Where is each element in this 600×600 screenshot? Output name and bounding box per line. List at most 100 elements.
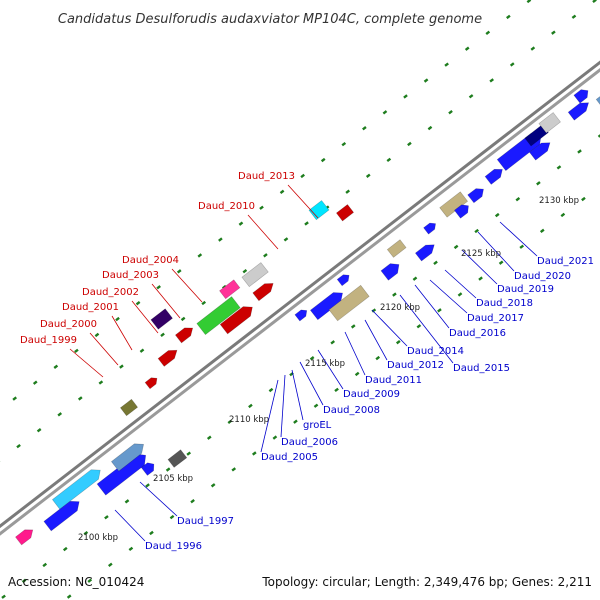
leader-line	[371, 309, 408, 347]
accession-label: Accession: NC_010424	[8, 575, 144, 589]
tick-mark	[581, 196, 586, 202]
gene-feature	[467, 188, 484, 204]
label-leader-lines	[69, 184, 538, 542]
tick-mark	[350, 324, 356, 329]
tick-mark	[354, 371, 360, 377]
leader-line	[131, 300, 159, 334]
gene-labels: Daud_1999 Daud_2000 Daud_2001 Daud_2002 Daud…	[20, 171, 594, 552]
gene-feature	[110, 443, 144, 472]
gene-feature	[252, 283, 274, 302]
tick-mark	[128, 546, 134, 552]
tick-mark	[416, 324, 422, 329]
gene-feature	[15, 529, 34, 546]
gene-feature	[219, 306, 253, 335]
gene-label-bottom: Daud_2014	[407, 346, 464, 357]
tick-mark	[334, 387, 339, 393]
gene-feature	[308, 200, 330, 221]
tick-mark	[494, 212, 500, 218]
tick-mark	[597, 134, 600, 138]
scale-label: 2105 kbp	[153, 474, 193, 484]
tick-mark	[124, 499, 130, 504]
tick-mark	[77, 396, 83, 401]
tick-mark	[283, 237, 289, 242]
gene-label-top: Daud_2003	[102, 270, 159, 281]
tick-mark	[74, 348, 79, 354]
tick-mark	[94, 332, 100, 338]
tick-mark	[206, 435, 212, 440]
tick-mark	[403, 94, 408, 99]
gene-feature	[386, 239, 407, 258]
tick-mark	[468, 94, 474, 99]
gene-label-bottom: Daud_2011	[365, 375, 422, 386]
leader-line	[260, 379, 279, 453]
gene-feature	[380, 263, 400, 281]
tick-mark	[115, 316, 120, 322]
tick-mark	[341, 141, 347, 147]
leader-line	[69, 348, 104, 378]
tick-mark	[539, 228, 545, 234]
gene-feature	[336, 274, 350, 287]
tick-mark	[478, 276, 483, 281]
tick-mark	[433, 260, 438, 265]
gene-label-bottom: Daud_2016	[449, 328, 506, 339]
gene-label-bottom: Daud_2005	[261, 452, 318, 463]
scale-labels: 2100 kbp 2105 kbp 2110 kbp 2115 kbp 2120 kbp…	[78, 196, 579, 543]
leader-line	[291, 369, 304, 421]
tick-mark	[268, 387, 274, 393]
tick-mark	[83, 530, 89, 536]
tick-mark	[251, 451, 257, 456]
tick-mark	[165, 467, 171, 472]
tick-mark	[309, 356, 315, 361]
tick-mark	[1, 594, 6, 599]
tick-mark	[108, 562, 113, 567]
tick-mark	[135, 300, 141, 306]
gene-label-bottom: Daud_2012	[387, 360, 444, 371]
backbone-line	[0, 68, 600, 536]
gene-label-top: Daud_1999	[20, 335, 77, 346]
tick-mark	[530, 46, 536, 51]
tick-mark	[437, 308, 442, 313]
tick-mark	[231, 467, 237, 472]
tick-mark	[423, 78, 429, 83]
gene-feature	[294, 309, 308, 322]
tick-mark	[448, 109, 453, 115]
tick-mark	[242, 269, 248, 274]
gene-feature	[328, 284, 370, 322]
tick-mark	[365, 173, 371, 178]
tick-mark	[427, 125, 433, 131]
tick-mark	[248, 403, 253, 409]
gene-label-bottom: Daud_1997	[177, 516, 234, 527]
tick-mark	[186, 451, 192, 456]
leader-line	[499, 221, 538, 257]
gene-feature	[140, 462, 155, 476]
scale-label: 2115 kbp	[305, 359, 345, 369]
tick-mark	[53, 364, 59, 369]
genome-backbone	[0, 60, 600, 536]
gene-feature	[51, 469, 101, 510]
leader-line	[429, 279, 468, 314]
tick-mark	[320, 157, 326, 163]
gene-feature	[196, 296, 241, 336]
gene-feature	[167, 449, 188, 468]
tick-mark	[190, 499, 195, 504]
backbone-line	[0, 60, 600, 529]
tick-mark	[42, 562, 48, 568]
gene-label-top: Daud_2000	[40, 319, 97, 330]
tick-mark	[293, 419, 298, 424]
leader-line	[299, 361, 324, 406]
gene-label-bottom: Daud_2015	[453, 363, 510, 374]
tick-mark	[304, 221, 309, 226]
tick-mark	[169, 514, 175, 520]
leader-line	[280, 374, 286, 438]
gene-label-bottom: Daud_2008	[323, 405, 380, 416]
tick-mark	[180, 316, 186, 322]
tick-mark	[498, 260, 504, 265]
tick-mark	[12, 396, 17, 401]
gene-label-bottom: groEL	[303, 420, 332, 431]
gene-label-bottom: Daud_2017	[467, 313, 524, 324]
tick-mark	[526, 0, 532, 4]
tick-mark	[300, 173, 305, 179]
scale-label: 2130 kbp	[539, 196, 579, 206]
